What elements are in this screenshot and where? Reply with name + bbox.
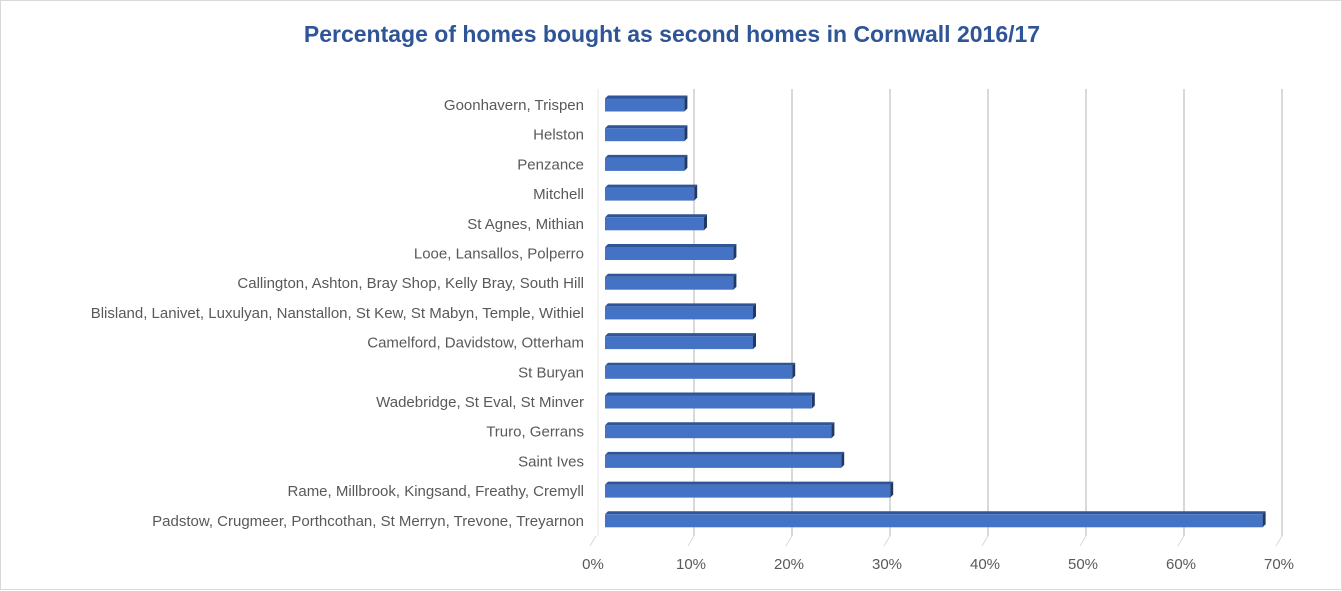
y-category-label: Penzance <box>517 156 584 173</box>
bar <box>605 484 891 498</box>
y-category-label: St Buryan <box>518 364 584 381</box>
bar-top-face <box>605 184 698 188</box>
bar-end-face <box>694 184 698 201</box>
x-tick-label: 40% <box>970 556 1000 573</box>
bar-top-face <box>605 511 1266 515</box>
bar <box>605 128 685 142</box>
y-category-label: Saint Ives <box>518 453 584 470</box>
y-category-label: Rame, Millbrook, Kingsand, Freathy, Crem… <box>288 483 584 500</box>
bar-top-face <box>605 273 737 277</box>
bar <box>605 157 685 171</box>
bar-end-face <box>1262 511 1266 528</box>
x-tick-label: 70% <box>1264 556 1294 573</box>
y-category-label: Callington, Ashton, Bray Shop, Kelly Bra… <box>237 275 584 292</box>
bar-top-face <box>605 303 756 307</box>
bar <box>605 425 832 439</box>
bar-end-face <box>890 481 894 498</box>
gridline-floor <box>981 535 989 547</box>
x-tick-label: 0% <box>582 556 604 573</box>
bar-end-face <box>753 333 756 350</box>
y-category-label: Mitchell <box>533 186 584 203</box>
bar <box>605 336 753 350</box>
bar-end-face <box>684 154 688 171</box>
bar-top-face <box>605 214 707 218</box>
y-category-label: Truro, Gerrans <box>486 424 584 441</box>
bar-end-face <box>811 392 815 409</box>
bar <box>605 395 812 409</box>
bar-top-face <box>605 154 688 158</box>
bar-top-face <box>605 422 835 426</box>
bar-top-face <box>605 451 845 455</box>
bar <box>605 306 753 320</box>
gridline-floor <box>1275 535 1283 547</box>
bar <box>605 276 734 290</box>
gridline-floor <box>589 535 597 547</box>
x-tick-label: 20% <box>774 556 804 573</box>
bar <box>605 98 685 112</box>
x-tick-label: 50% <box>1068 556 1098 573</box>
bar-top-face <box>605 125 688 129</box>
y-category-label: Looe, Lansallos, Polperro <box>414 246 584 263</box>
bar-end-face <box>733 273 737 290</box>
bar-end-face <box>753 303 756 320</box>
bar-end-face <box>704 214 707 231</box>
bar-top-face <box>605 333 756 337</box>
bar-end-face <box>684 125 688 142</box>
y-category-label: Blisland, Lanivet, Luxulyan, Nanstallon,… <box>91 305 584 322</box>
gridline-floor <box>1177 535 1185 547</box>
bar <box>605 365 793 379</box>
gridline-floor <box>1079 535 1087 547</box>
bar-top-face <box>605 244 737 247</box>
chart-title: Percentage of homes bought as second hom… <box>303 21 1041 47</box>
x-tick-label: 30% <box>872 556 902 573</box>
y-category-label: Wadebridge, St Eval, St Minver <box>376 394 584 411</box>
bar <box>605 514 1263 528</box>
bar <box>605 454 842 468</box>
bar-end-face <box>733 244 737 260</box>
x-tick-label: 10% <box>676 556 706 573</box>
y-category-label: St Agnes, Mithian <box>467 216 584 233</box>
bar-top-face <box>605 362 796 366</box>
bar-top-face <box>605 392 815 396</box>
bar-end-face <box>792 362 796 379</box>
y-category-label: Helston <box>533 127 584 144</box>
bar-end-face <box>684 95 688 112</box>
y-category-label: Padstow, Crugmeer, Porthcothan, St Merry… <box>152 513 584 530</box>
bar-end-face <box>841 451 845 468</box>
x-tick-label: 60% <box>1166 556 1196 573</box>
bar-end-face <box>831 422 835 439</box>
gridline-floor <box>883 535 891 547</box>
gridline-floor <box>785 535 793 547</box>
y-category-label: Camelford, Davidstow, Otterham <box>367 335 584 352</box>
y-category-label: Goonhavern, Trispen <box>444 97 584 114</box>
bar-top-face <box>605 481 894 485</box>
bar <box>605 217 704 231</box>
bar <box>605 247 734 260</box>
gridline-floor <box>687 535 695 547</box>
bar <box>605 187 695 201</box>
bar-top-face <box>605 95 688 99</box>
